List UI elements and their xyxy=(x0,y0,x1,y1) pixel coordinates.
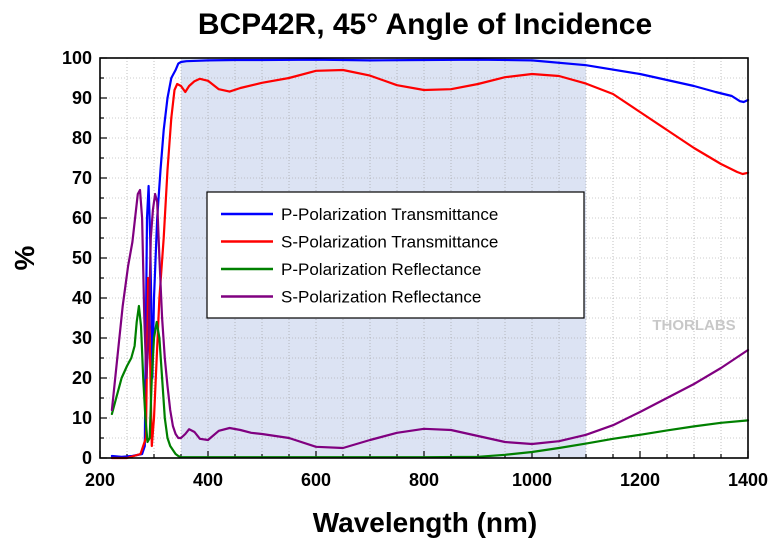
legend-label: S-Polarization Transmittance xyxy=(281,233,498,252)
series-line-p-polarization-reflectance xyxy=(110,304,750,459)
y-tick-label: 30 xyxy=(72,328,92,348)
series-line-s-polarization-transmittance xyxy=(110,68,750,460)
series-line-p-polarization-transmittance xyxy=(110,58,750,458)
y-tick-label: 60 xyxy=(72,208,92,228)
legend-label: S-Polarization Reflectance xyxy=(281,288,481,307)
legend-label: P-Polarization Reflectance xyxy=(281,260,481,279)
legend-label: P-Polarization Transmittance xyxy=(281,205,498,224)
x-tick-label: 800 xyxy=(409,470,439,490)
x-tick-label: 200 xyxy=(85,470,115,490)
y-axis-label: % xyxy=(9,245,40,270)
y-tick-label: 10 xyxy=(72,408,92,428)
y-tick-label: 80 xyxy=(72,128,92,148)
x-tick-label: 400 xyxy=(193,470,223,490)
chart-title: BCP42R, 45° Angle of Incidence xyxy=(198,8,652,41)
x-tick-label: 1000 xyxy=(512,470,552,490)
axis-ticks: 200 400 600 800 1000 1200 1400 0 10 20 30 40 50 60 70 8… xyxy=(62,48,768,490)
y-tick-label: 90 xyxy=(72,88,92,108)
y-tick-label: 40 xyxy=(72,288,92,308)
series-layer xyxy=(110,58,750,460)
x-axis-label: Wavelength (nm) xyxy=(313,507,538,538)
plot-border xyxy=(99,57,749,459)
x-tick-label: 1400 xyxy=(728,470,768,490)
x-tick-label: 600 xyxy=(301,470,331,490)
y-tick-label: 0 xyxy=(82,448,92,468)
y-tick-label: 100 xyxy=(62,48,92,68)
x-tick-label: 1200 xyxy=(620,470,660,490)
y-tick-label: 20 xyxy=(72,368,92,388)
series-line-s-polarization-reflectance xyxy=(110,188,750,450)
y-tick-label: 50 xyxy=(72,248,92,268)
plot-frame xyxy=(99,57,749,459)
y-tick-label: 70 xyxy=(72,168,92,188)
watermark-logo: THORLABS xyxy=(652,317,735,334)
legend: P-Polarization Transmittance S-Polarizati… xyxy=(206,191,585,319)
